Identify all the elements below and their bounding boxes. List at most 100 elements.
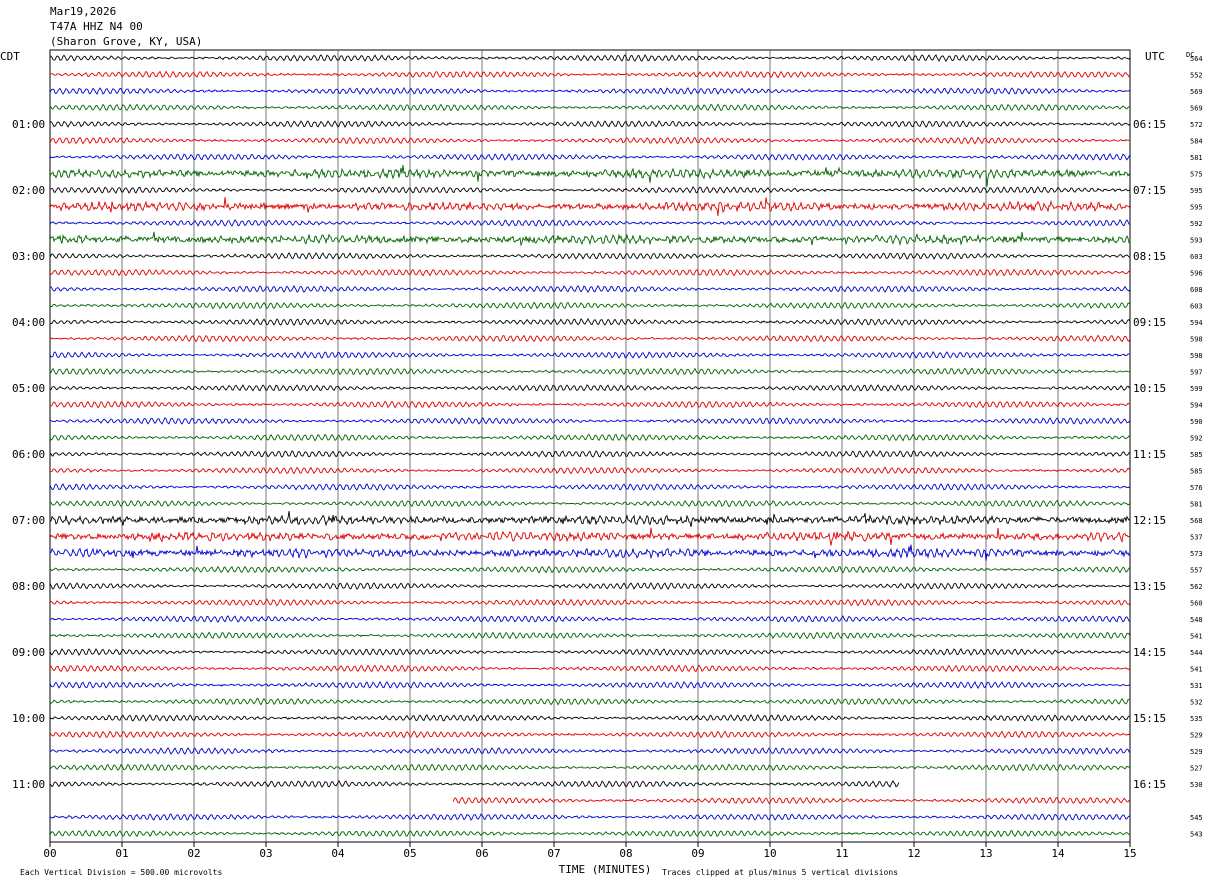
dc-offset-label: 532: [1190, 699, 1203, 707]
seismic-trace: [49, 231, 1131, 247]
right-hour-label: 08:15: [1133, 250, 1166, 263]
left-hour-label: 10:00: [12, 712, 45, 725]
seismic-trace: [49, 54, 1131, 62]
chart-date: Mar19,2026: [50, 5, 117, 18]
dc-offset-label: 569: [1190, 88, 1203, 96]
x-tick-label: 13: [979, 847, 992, 860]
x-tick-label: 09: [691, 847, 704, 860]
seismic-trace: [49, 197, 1131, 216]
dc-offset-label: 560: [1190, 600, 1203, 608]
dc-offset-label: 541: [1190, 666, 1203, 674]
seismic-trace: [49, 252, 1131, 260]
right-hour-label: 09:15: [1133, 316, 1166, 329]
seismic-trace: [49, 466, 1131, 475]
dc-offset-label: 541: [1190, 633, 1203, 641]
dc-offset-label: 545: [1190, 814, 1203, 822]
seismic-trace: [49, 697, 1131, 706]
dc-offset-label: 527: [1190, 765, 1203, 773]
dc-offset-label: 568: [1190, 517, 1203, 525]
dc-offset-label: 562: [1190, 583, 1203, 591]
right-hour-label: 15:15: [1133, 712, 1166, 725]
dc-label: DC: [1186, 51, 1194, 59]
left-hour-label: 08:00: [12, 580, 45, 593]
seismic-trace: [49, 544, 1131, 562]
dc-offset-label: 564: [1190, 55, 1203, 63]
right-hour-label: 10:15: [1133, 382, 1166, 395]
left-hour-label: 09:00: [12, 646, 45, 659]
seismic-trace: [49, 384, 1131, 392]
dc-offset-label: 595: [1190, 187, 1203, 195]
seismic-trace: [49, 499, 1131, 508]
left-hour-label: 03:00: [12, 250, 45, 263]
dc-offset-label: 552: [1190, 72, 1203, 80]
seismic-trace: [49, 103, 1131, 112]
seismic-trace: [49, 334, 1131, 343]
left-hour-label: 07:00: [12, 514, 45, 527]
left-hour-label: 05:00: [12, 382, 45, 395]
seismic-trace: [49, 284, 1131, 294]
dc-offset-label: 581: [1190, 154, 1203, 162]
seismic-trace: [49, 527, 1131, 546]
seismic-trace: [49, 680, 1131, 689]
seismic-trace: [49, 186, 1131, 194]
dc-offset-label: 585: [1190, 468, 1203, 476]
x-tick-label: 12: [907, 847, 920, 860]
plot-frame: [49, 49, 1131, 843]
x-tick-label: 11: [835, 847, 848, 860]
dc-offset-label: 584: [1190, 138, 1203, 146]
seismic-trace: [49, 598, 1131, 607]
dc-offset-label: 548: [1190, 616, 1203, 624]
seismic-trace: [49, 664, 1131, 673]
seismic-trace: [49, 647, 1131, 656]
dc-offset-label: 537: [1190, 534, 1203, 542]
seismic-trace: [49, 829, 1131, 838]
seismic-trace: [452, 796, 1130, 805]
seismic-trace: [49, 615, 1131, 623]
seismic-trace: [49, 86, 1131, 95]
utc-label: UTC: [1145, 50, 1165, 63]
seismic-trace: [49, 483, 1131, 491]
dc-offset-label: 594: [1190, 402, 1203, 410]
seismic-trace: [50, 317, 1131, 326]
x-axis-title: TIME (MINUTES): [559, 863, 652, 876]
left-hour-label: 11:00: [12, 778, 45, 791]
seismic-trace: [49, 813, 1131, 821]
dc-offset-label: 557: [1190, 567, 1203, 575]
seismic-trace: [49, 400, 1131, 409]
station-id: T47A HHZ N4 00: [50, 20, 143, 33]
cdt-label: CDT: [0, 50, 20, 63]
left-hour-label: 06:00: [12, 448, 45, 461]
dc-offset-label: 530: [1190, 781, 1203, 789]
dc-offset-label: 529: [1190, 748, 1203, 756]
right-hour-label: 06:15: [1133, 118, 1166, 131]
seismic-trace: [49, 136, 1131, 145]
dc-offset-label: 531: [1190, 682, 1203, 690]
seismic-trace: [49, 714, 1131, 722]
seismic-trace: [49, 70, 1131, 79]
clipping-note: Traces clipped at plus/minus 5 vertical …: [662, 868, 898, 877]
dc-offset-label: 598: [1190, 336, 1203, 344]
seismic-trace: [49, 367, 1131, 376]
right-hour-label: 14:15: [1133, 646, 1166, 659]
dc-offset-label: 593: [1190, 237, 1203, 245]
left-hour-label: 02:00: [12, 184, 45, 197]
seismic-trace: [49, 417, 1131, 425]
seismic-trace: [49, 565, 1131, 574]
right-hour-label: 12:15: [1133, 514, 1166, 527]
x-tick-label: 15: [1123, 847, 1136, 860]
seismic-trace: [49, 219, 1131, 227]
dc-offset-label: 603: [1190, 303, 1203, 311]
dc-offset-label: 575: [1190, 171, 1203, 179]
dc-offset-label: 569: [1190, 105, 1203, 113]
dc-offset-label: 573: [1190, 550, 1203, 558]
right-hour-label: 11:15: [1133, 448, 1166, 461]
dc-offset-label: 535: [1190, 715, 1203, 723]
dc-offset-label: 594: [1190, 319, 1203, 327]
x-tick-label: 02: [187, 847, 200, 860]
right-hour-label: 13:15: [1133, 580, 1166, 593]
x-tick-label: 05: [403, 847, 416, 860]
dc-offset-label: 608: [1190, 286, 1203, 294]
dc-offset-label: 598: [1190, 352, 1203, 360]
dc-offset-label: 603: [1190, 253, 1203, 261]
